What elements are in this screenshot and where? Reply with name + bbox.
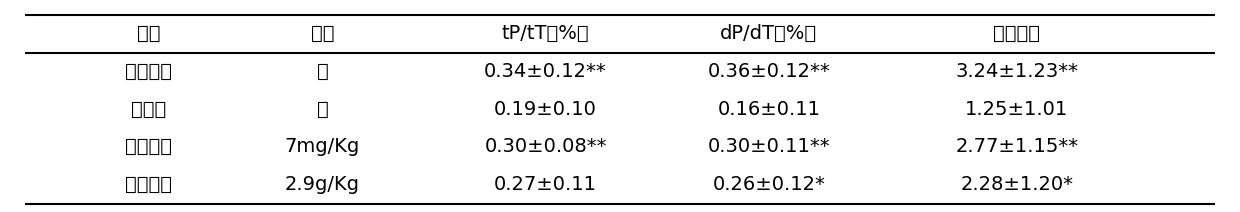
Text: 0.27±0.11: 0.27±0.11 [494,175,598,194]
Text: 0.16±0.11: 0.16±0.11 [717,100,821,119]
Text: 1.25±1.01: 1.25±1.01 [965,100,1069,119]
Text: 3.24±1.23**: 3.24±1.23** [955,62,1079,81]
Text: 0.36±0.12**: 0.36±0.12** [708,62,830,81]
Text: 剂量: 剂量 [311,24,334,43]
Text: 阳性药组: 阳性药组 [125,137,172,156]
Text: tP/tT（%）: tP/tT（%） [502,24,589,43]
Text: 模型组: 模型组 [131,100,166,119]
Text: 假手术组: 假手术组 [125,62,172,81]
Text: 2.9g/Kg: 2.9g/Kg [285,175,360,194]
Text: 0.19±0.10: 0.19±0.10 [495,100,596,119]
Text: 2.28±1.20*: 2.28±1.20* [960,175,1074,194]
Text: －: － [316,100,329,119]
Text: dP/dT（%）: dP/dT（%） [720,24,817,43]
Text: 2.77±1.15**: 2.77±1.15** [955,137,1079,156]
Text: 穿环次数: 穿环次数 [993,24,1040,43]
Text: 组别: 组别 [138,24,160,43]
Text: 7mg/Kg: 7mg/Kg [285,137,360,156]
Text: 0.30±0.08**: 0.30±0.08** [485,137,606,156]
Text: 0.30±0.11**: 0.30±0.11** [708,137,830,156]
Text: 低剂量组: 低剂量组 [125,175,172,194]
Text: 0.26±0.12*: 0.26±0.12* [712,175,826,194]
Text: －: － [316,62,329,81]
Text: 0.34±0.12**: 0.34±0.12** [485,62,606,81]
